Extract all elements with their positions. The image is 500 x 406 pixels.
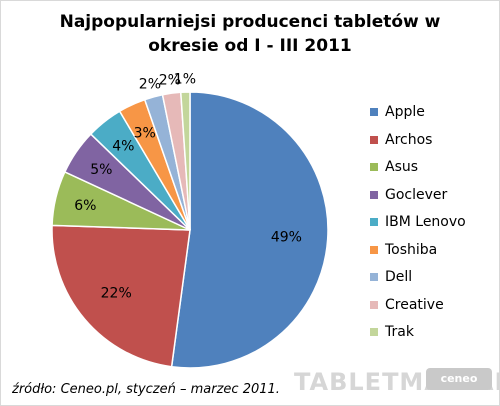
legend-item-ibm-lenovo: IBM Lenovo	[370, 212, 466, 232]
legend-label: Apple	[385, 104, 425, 120]
legend-label: Archos	[385, 131, 433, 148]
legend-label: Goclever	[385, 186, 448, 203]
data-label-archos: 22%	[101, 285, 132, 301]
legend-item-goclever: Goclever	[370, 185, 447, 205]
legend-swatch	[370, 135, 378, 144]
legend-item-asus: Asus	[370, 157, 418, 177]
data-label-creative: 2%	[159, 73, 181, 89]
watermark-logo: ceneo	[426, 368, 492, 390]
chart-title-line-1: Najpopularniejsi producenci tabletów w	[59, 12, 441, 32]
legend-swatch	[370, 273, 378, 281]
pie-slice-apple	[170, 91, 329, 369]
pie-slice-trak	[179, 91, 191, 231]
legend-swatch	[370, 190, 378, 199]
legend-swatch	[370, 300, 378, 309]
legend-swatch	[370, 108, 378, 116]
data-label-goclever: 5%	[90, 162, 112, 178]
legend-swatch	[370, 328, 378, 336]
legend-label: Dell	[385, 269, 413, 285]
legend-swatch	[370, 163, 378, 171]
pie-slice-archos	[51, 224, 191, 368]
legend-item-trak: Trak	[370, 322, 414, 342]
legend-label: IBM Lenovo	[385, 214, 466, 230]
legend-item-creative: Creative	[370, 295, 444, 315]
legend-swatch	[370, 218, 378, 226]
chart-title: Najpopularniejsi producenci tabletów w o…	[0, 10, 500, 58]
legend-label: Creative	[385, 296, 444, 313]
legend-label: Trak	[385, 324, 414, 340]
legend-item-archos: Archos	[370, 130, 432, 150]
legend-label: Toshiba	[385, 241, 438, 258]
legend-swatch	[370, 245, 378, 254]
legend-label: Asus	[385, 159, 419, 175]
source-note: źródło: Ceneo.pl, styczeń – marzec 2011.	[12, 382, 280, 397]
data-label-ibm-lenovo: 4%	[112, 139, 134, 155]
chart-title-line-2: okresie od I - III 2011	[148, 36, 352, 56]
data-label-trak: 1%	[174, 71, 196, 87]
data-label-apple: 49%	[271, 230, 302, 246]
data-label-dell: 2%	[139, 77, 161, 93]
data-label-asus: 6%	[74, 198, 96, 214]
legend-item-apple: Apple	[370, 102, 425, 122]
data-label-toshiba: 3%	[134, 125, 156, 141]
legend-item-toshiba: Toshiba	[370, 240, 437, 260]
legend-item-dell: Dell	[370, 267, 412, 287]
